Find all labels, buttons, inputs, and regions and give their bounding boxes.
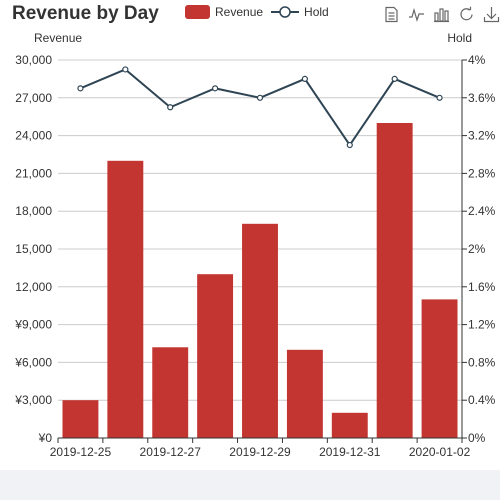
y-right-tick-label: 2% [468, 242, 486, 256]
x-axis-tick-label: 2019-12-25 [50, 445, 112, 459]
legend-item-hold[interactable]: Hold [271, 5, 329, 19]
line-chart-icon[interactable] [408, 6, 425, 23]
legend-item-revenue[interactable]: Revenue [185, 5, 263, 19]
x-axis-tick-label: 2019-12-29 [229, 445, 291, 459]
y-axis-left-title: Revenue [34, 31, 82, 45]
y-axis-right-title: Hold [447, 31, 472, 45]
y-right-tick-label: 0.8% [468, 355, 496, 369]
revenue-bar [242, 223, 278, 438]
hold-point [256, 94, 264, 101]
y-left-tick-label: 21,000 [15, 166, 52, 180]
chart-title: Revenue by Day [12, 3, 159, 24]
hold-line [80, 68, 440, 147]
y-left-tick-label: 30,000 [15, 53, 52, 67]
y-right-tick-label: 1.2% [468, 318, 496, 332]
hold-point [391, 75, 398, 83]
revenue-bar [286, 349, 323, 438]
revenue-bar [107, 160, 144, 439]
legend-bar-swatch [185, 5, 210, 19]
y-right-tick-label: 0% [468, 431, 486, 445]
legend-revenue-label: Revenue [215, 5, 264, 19]
y-left-tick-label: ¥9,000 [14, 318, 52, 332]
revenue-bar [421, 299, 458, 438]
hold-point [212, 85, 219, 92]
revenue-bar [152, 347, 189, 438]
y-right-tick-label: 4% [468, 53, 486, 67]
legend-hold-label: Hold [304, 5, 329, 19]
y-left-tick-label: 12,000 [15, 280, 52, 294]
revenue-bar [62, 400, 99, 438]
y-left-tick-label: ¥0 [38, 431, 53, 445]
bar-chart-icon[interactable] [433, 6, 450, 23]
hold-point [167, 104, 174, 111]
revenue-bar [331, 412, 368, 438]
y-left-tick-label: 15,000 [15, 242, 52, 256]
x-axis-tick-label: 2020-01-02 [409, 445, 471, 459]
hold-point [436, 94, 443, 101]
y-right-tick-label: 1.6% [468, 280, 496, 294]
legend: Revenue Hold [185, 3, 329, 21]
download-icon[interactable] [483, 6, 500, 23]
data-view-icon[interactable] [383, 6, 400, 23]
y-right-tick-label: 2.4% [468, 204, 496, 218]
y-right-tick-label: 3.6% [468, 91, 496, 105]
y-left-tick-label: ¥3,000 [14, 393, 52, 407]
hold-point [77, 85, 84, 92]
y-left-tick-label: 27,000 [15, 91, 52, 105]
y-right-tick-label: 2.8% [468, 166, 496, 180]
hold-point [301, 75, 308, 83]
y-left-tick-label: 24,000 [15, 129, 52, 143]
revenue-bar [376, 123, 413, 438]
legend-line-swatch [271, 6, 300, 18]
hold-point [346, 141, 353, 149]
y-left-tick-label: ¥6,000 [14, 355, 52, 369]
hold-point [122, 66, 129, 73]
toolbox [383, 6, 500, 23]
x-axis-tick-label: 2019-12-31 [319, 445, 381, 459]
y-left-tick-label: 18,000 [15, 204, 52, 218]
revenue-bar [197, 274, 234, 438]
y-right-tick-label: 0.4% [468, 393, 496, 407]
refresh-icon[interactable] [458, 6, 475, 23]
x-axis-tick-label: 2019-12-27 [140, 445, 202, 459]
y-right-tick-label: 3.2% [468, 129, 496, 143]
bottom-background-strip [0, 470, 500, 500]
